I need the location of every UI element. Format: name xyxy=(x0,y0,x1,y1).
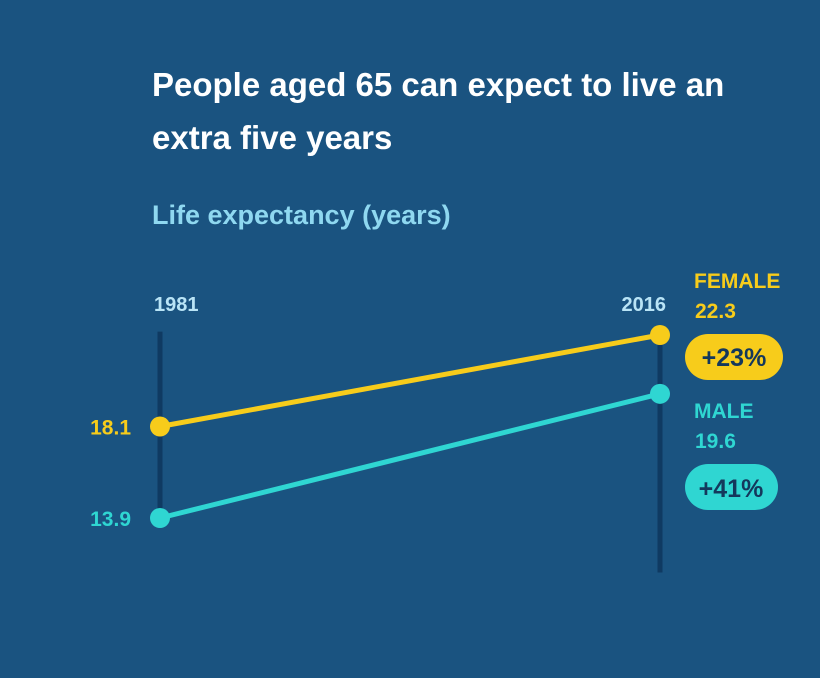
change-badge-female xyxy=(685,334,783,380)
point-female-1981 xyxy=(150,416,170,437)
change-badge-male-text: +41% xyxy=(699,475,764,503)
value-label-female-2016: 22.3 xyxy=(695,300,736,323)
year-label-2016: 2016 xyxy=(622,294,667,316)
series-name-female: FEMALE xyxy=(694,270,780,293)
point-male-1981 xyxy=(150,508,170,528)
series-line-male xyxy=(159,391,661,521)
value-label-male-1981: 13.9 xyxy=(90,508,131,531)
value-label-male-2016: 19.6 xyxy=(695,430,736,453)
chart-title: People aged 65 can expect to live an ext… xyxy=(152,66,725,156)
change-badge-female-text: +23% xyxy=(702,344,767,372)
point-male-2016 xyxy=(650,383,670,404)
point-female-2016 xyxy=(650,325,670,345)
value-label-female-1981: 18.1 xyxy=(90,417,131,440)
series-name-male: MALE xyxy=(694,400,754,423)
change-badge-male xyxy=(685,464,778,510)
chart-subtitle: Life expectancy (years) xyxy=(152,200,451,230)
series-line-female xyxy=(159,332,661,429)
year-label-1981: 1981 xyxy=(154,294,199,316)
